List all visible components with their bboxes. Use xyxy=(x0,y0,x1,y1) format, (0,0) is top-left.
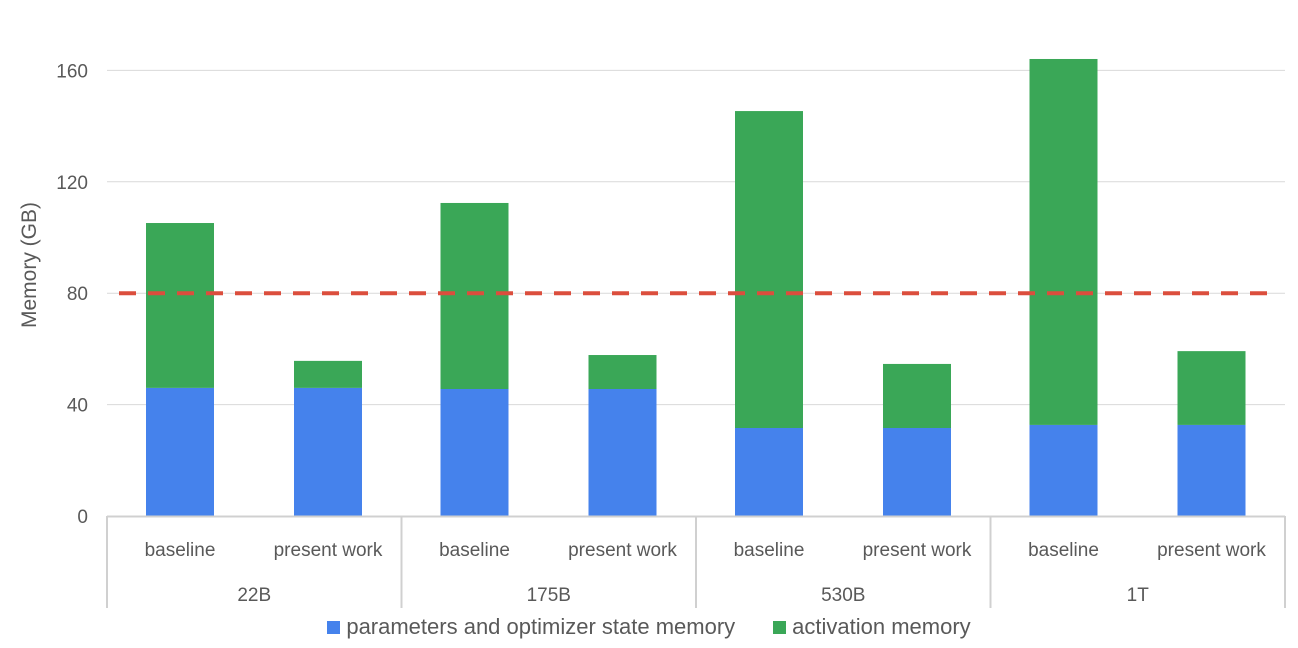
y-tick-label: 80 xyxy=(67,284,88,305)
x-category-label: present work xyxy=(863,540,972,561)
y-tick-label: 120 xyxy=(56,173,88,194)
y-tick-label: 40 xyxy=(67,396,88,417)
y-tick-label: 0 xyxy=(77,507,88,528)
legend-label: activation memory xyxy=(792,614,971,639)
y-axis-ticks: 0 40 80 120 160 xyxy=(56,61,88,528)
bar-segment-params xyxy=(735,427,803,516)
x-category-label: baseline xyxy=(734,540,805,561)
bar-segment-activation xyxy=(440,202,509,390)
bar-segment-activation xyxy=(883,363,951,428)
bar-segment-params xyxy=(440,389,509,516)
x-axis: baseline present work baseline present work… xyxy=(106,515,1286,608)
x-group-label: 1T xyxy=(1127,585,1150,606)
bar-segment-activation xyxy=(146,223,214,388)
bar-segment-activation xyxy=(735,111,803,428)
x-group-label: 530B xyxy=(821,585,865,606)
legend-swatch-blue xyxy=(327,620,341,634)
x-group-label: 175B xyxy=(527,585,571,606)
bar-segment-activation xyxy=(1029,58,1098,425)
legend: parameters and optimizer state memory ac… xyxy=(0,614,1298,640)
gridlines xyxy=(107,69,1285,406)
x-category-label: baseline xyxy=(145,540,216,561)
legend-label: parameters and optimizer state memory xyxy=(346,614,736,639)
legend-item-activation: activation memory xyxy=(773,614,971,640)
x-category-label: present work xyxy=(568,540,677,561)
bar-segment-params xyxy=(294,387,362,516)
x-category-label: baseline xyxy=(1028,540,1099,561)
bar-segment-activation xyxy=(294,360,362,388)
bars xyxy=(146,58,1246,516)
bar-segment-params xyxy=(1029,424,1098,516)
bar-segment-params xyxy=(883,427,951,516)
x-category-label: present work xyxy=(1157,540,1266,561)
y-tick-label: 160 xyxy=(56,61,88,82)
bar-segment-activation xyxy=(588,355,657,390)
x-category-label: present work xyxy=(274,540,383,561)
bar-segment-activation xyxy=(1177,351,1246,425)
bar-segment-params xyxy=(146,387,214,516)
x-group-label: 22B xyxy=(237,585,271,606)
bar-segment-params xyxy=(1177,424,1246,516)
legend-swatch-green xyxy=(773,620,787,634)
legend-item-params: parameters and optimizer state memory xyxy=(327,614,735,640)
x-category-label: baseline xyxy=(439,540,510,561)
y-axis-label: Memory (GB) xyxy=(18,202,41,328)
bar-segment-params xyxy=(588,389,657,516)
